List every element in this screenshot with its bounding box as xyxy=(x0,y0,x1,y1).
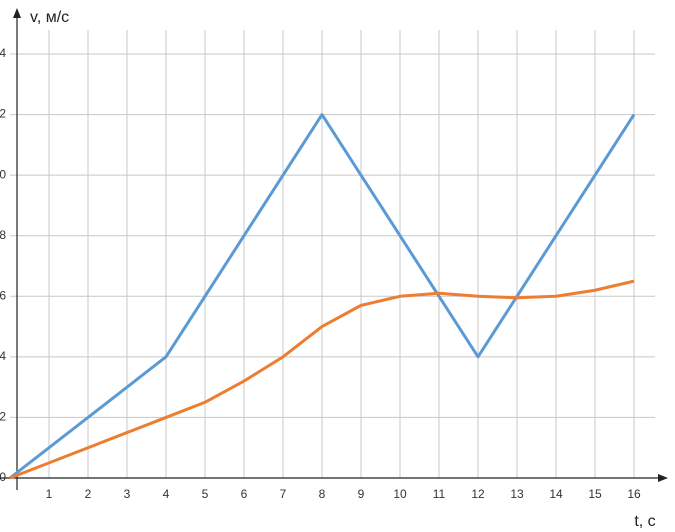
y-tick-label: 2 xyxy=(0,410,6,424)
x-tick-label: 4 xyxy=(163,487,170,501)
x-tick-label: 12 xyxy=(471,487,485,501)
x-tick-label: 10 xyxy=(393,487,407,501)
y-tick-label: 14 xyxy=(0,46,6,60)
y-tick-label: 0 xyxy=(0,470,6,484)
x-tick-label: 7 xyxy=(280,487,287,501)
x-tick-label: 16 xyxy=(627,487,641,501)
x-tick-label: 8 xyxy=(319,487,326,501)
x-tick-label: 2 xyxy=(85,487,92,501)
x-tick-label: 15 xyxy=(588,487,602,501)
x-tick-label: 13 xyxy=(510,487,524,501)
x-tick-label: 6 xyxy=(241,487,248,501)
y-axis-title: v, м/с xyxy=(30,9,69,26)
y-tick-label: 8 xyxy=(0,228,6,242)
y-tick-label: 4 xyxy=(0,349,6,363)
series-line xyxy=(9,113,636,480)
y-tick-label: 6 xyxy=(0,288,6,302)
x-tick-label: 9 xyxy=(358,487,365,501)
series-line xyxy=(9,279,635,480)
x-tick-label: 14 xyxy=(549,487,563,501)
x-tick-label: 11 xyxy=(433,487,446,501)
x-tick-label: 1 xyxy=(46,487,53,501)
x-axis-arrow xyxy=(658,474,668,482)
y-tick-label: 12 xyxy=(0,107,6,121)
x-tick-label: 5 xyxy=(202,487,209,501)
y-axis-arrow xyxy=(13,8,21,18)
y-tick-label: 10 xyxy=(0,167,6,181)
x-tick-label: 3 xyxy=(124,487,131,501)
x-axis-title: t, с xyxy=(634,513,655,530)
